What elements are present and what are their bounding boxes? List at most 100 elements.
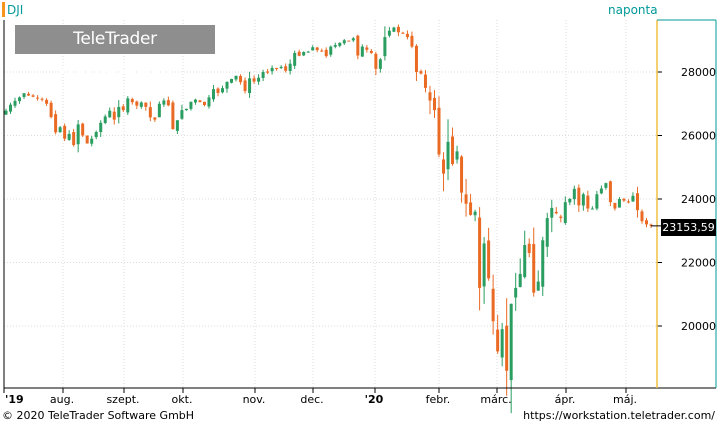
candle-body — [419, 71, 423, 74]
candle-body — [550, 207, 554, 218]
candle-body — [9, 104, 13, 112]
candle-body — [626, 201, 630, 203]
candle-body — [536, 281, 540, 291]
candle-body — [509, 303, 513, 381]
x-tick-label: márc. — [480, 393, 511, 406]
candle-body — [4, 110, 8, 115]
candle-body — [387, 30, 391, 36]
x-tick-label: aug. — [50, 393, 74, 406]
candle-body — [279, 66, 283, 69]
candle-body — [333, 45, 337, 47]
y-tick-label: 22000 — [681, 257, 716, 270]
candle-body — [207, 97, 211, 107]
candle-body — [478, 217, 482, 288]
candle-body — [18, 97, 22, 102]
candle-body — [171, 102, 175, 130]
candle-body — [27, 93, 31, 96]
candle-body — [288, 63, 292, 71]
candle-body — [563, 202, 567, 223]
x-tick-label: '19 — [5, 393, 24, 406]
candle-body — [112, 111, 116, 120]
candle-body — [500, 329, 504, 358]
candle-body — [45, 99, 49, 104]
candle-body — [90, 138, 94, 144]
y-tick-label: 24000 — [681, 193, 716, 206]
candle-body — [329, 46, 333, 55]
candle-body — [360, 46, 364, 57]
candle-body — [311, 47, 315, 51]
candle-body — [31, 95, 35, 97]
ticker-label[interactable]: DJI — [7, 3, 24, 17]
candle-body — [72, 132, 76, 146]
candle-body — [568, 199, 572, 203]
candle-body — [599, 188, 603, 194]
candle-body — [85, 135, 89, 144]
candle-body — [541, 240, 545, 287]
candle-body — [649, 224, 653, 226]
candle-body — [63, 125, 67, 139]
candle-body — [338, 42, 342, 46]
candle-body — [117, 106, 121, 118]
candle-body — [54, 114, 58, 133]
candle-body — [396, 26, 400, 33]
candle-body — [130, 99, 134, 103]
candle-body — [275, 67, 279, 69]
x-tick-label: szept. — [106, 393, 139, 406]
candle-body — [184, 108, 188, 111]
candle-body — [76, 124, 80, 145]
logo-text-bold: WorkStation — [57, 58, 173, 78]
interval-label[interactable]: naponta — [608, 3, 658, 17]
candle-body — [496, 329, 500, 352]
candle-body — [324, 49, 328, 57]
candle-body — [297, 51, 301, 56]
y-tick-label: 28000 — [681, 66, 716, 79]
candle-body — [99, 122, 103, 133]
candle-body — [644, 220, 648, 225]
candle-body — [302, 51, 306, 56]
candle-body — [410, 35, 414, 47]
candle-body — [455, 151, 459, 160]
candle-body — [635, 193, 639, 211]
candle-body — [464, 194, 468, 204]
candle-body — [523, 245, 527, 278]
candle-body — [81, 123, 85, 136]
candle-body — [153, 117, 157, 120]
candle-body — [604, 183, 608, 188]
candle-body — [405, 33, 409, 38]
teletrader-logo: TeleTrader WorkStation — [15, 25, 215, 78]
candle-body — [162, 100, 166, 105]
candle-body — [248, 78, 252, 94]
candle-body — [469, 202, 473, 215]
candle-body — [230, 78, 234, 83]
footer-url[interactable]: https://workstation.teletrader.com/ — [523, 409, 715, 422]
candle-body — [532, 244, 536, 293]
candle-body — [514, 287, 518, 298]
candle-body — [157, 103, 161, 118]
candle-body — [193, 99, 197, 103]
logo-text-light: TeleTrader — [73, 29, 157, 49]
candle-body — [428, 92, 432, 101]
candlesticks — [4, 24, 653, 414]
candle-body — [13, 100, 17, 106]
candle-body — [622, 199, 626, 201]
candle-body — [613, 202, 617, 209]
candle-body — [487, 240, 491, 279]
candle-body — [577, 187, 581, 206]
candle-body — [121, 106, 125, 111]
candle-body — [103, 116, 107, 123]
candle-body — [446, 141, 450, 170]
candle-body — [148, 107, 152, 118]
candle-body — [234, 75, 238, 80]
candle-body — [261, 72, 265, 78]
x-tick-label: '20 — [365, 393, 384, 406]
candle-body — [198, 100, 202, 103]
x-tick-label: okt. — [172, 393, 193, 406]
candle-body — [270, 67, 274, 72]
candle-body — [239, 76, 243, 83]
candle-body — [527, 243, 531, 253]
candle-body — [374, 53, 378, 69]
candle-body — [545, 218, 549, 247]
candle-body — [216, 88, 220, 93]
candle-body — [369, 50, 373, 53]
x-tick-label: ápr. — [555, 393, 576, 406]
